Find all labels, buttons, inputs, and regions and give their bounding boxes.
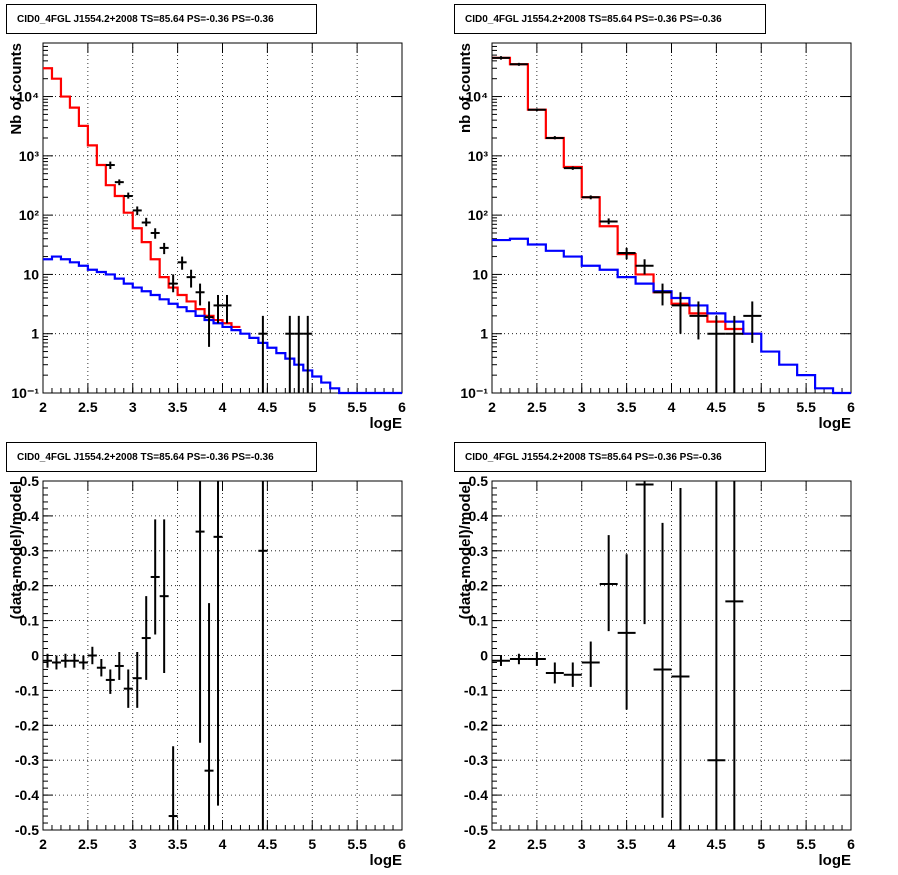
plot4-ytick-label: 0.4 bbox=[469, 508, 489, 524]
plot4-xtick-label: 5 bbox=[757, 836, 765, 852]
plot3-ytick-label: 0.3 bbox=[20, 543, 40, 559]
plot2-xtick-label: 4 bbox=[668, 399, 676, 415]
plot4-xlabel: logE bbox=[819, 852, 852, 869]
plot2-xtick-label: 3.5 bbox=[617, 399, 637, 415]
plot4-ytick-label: -0.2 bbox=[464, 717, 488, 733]
plot1-frame bbox=[42, 42, 403, 394]
plot1-xtick-label: 5.5 bbox=[347, 399, 367, 415]
plot4-ytick-label: 0.5 bbox=[469, 473, 489, 489]
plot3-ytick-label: 0.1 bbox=[20, 613, 40, 629]
plot1-ytick-label: 10⁻¹ bbox=[11, 385, 39, 401]
plot4-ylabel: (data-model)/model bbox=[457, 481, 474, 619]
plot3-xtick-label: 4.5 bbox=[258, 836, 278, 852]
plot4-ytick-label: 0.1 bbox=[469, 613, 489, 629]
plot3-xtick-label: 3.5 bbox=[168, 836, 188, 852]
plot2-ytick-label: 1 bbox=[480, 326, 488, 342]
plot1-xtick-label: 2.5 bbox=[78, 399, 98, 415]
plot4-ytick-label: -0.4 bbox=[464, 787, 488, 803]
plot1-xtick-label: 5 bbox=[308, 399, 316, 415]
plot-title-4: CID0_4FGL J1554.2+2008 TS=85.64 PS=-0.36… bbox=[454, 442, 766, 472]
plot3-ytick-label: -0.2 bbox=[15, 717, 39, 733]
plot3-xtick-label: 5 bbox=[308, 836, 316, 852]
plot4-xtick-label: 2.5 bbox=[527, 836, 547, 852]
plot2-xlabel: logE bbox=[819, 415, 852, 432]
plot1-ytick-label: 10² bbox=[19, 207, 40, 223]
plot3-ytick-label: 0.2 bbox=[20, 578, 40, 594]
plot2-ytick-label: 10² bbox=[468, 207, 489, 223]
plot2-ytick-label: 10⁻¹ bbox=[460, 385, 488, 401]
plot2-xtick-label: 5.5 bbox=[796, 399, 816, 415]
plot2-xtick-label: 2 bbox=[488, 399, 496, 415]
plot3-ytick-label: -0.4 bbox=[15, 787, 39, 803]
plot4-ytick-label: -0.5 bbox=[464, 822, 488, 838]
plot3-ytick-label: 0.4 bbox=[20, 508, 40, 524]
plot2-ylabel: nb of counts bbox=[457, 43, 474, 133]
plot1-ytick-label: 10 bbox=[23, 266, 39, 282]
plot3-ytick-label: 0.5 bbox=[20, 473, 40, 489]
plot3-xtick-label: 2 bbox=[39, 836, 47, 852]
plot4-ytick-label: 0.3 bbox=[469, 543, 489, 559]
plot-title-1: CID0_4FGL J1554.2+2008 TS=85.64 PS=-0.36… bbox=[6, 4, 317, 34]
plot3-ytick-label: -0.1 bbox=[15, 682, 39, 698]
plot4-frame bbox=[491, 480, 852, 831]
plot4-xtick-label: 3 bbox=[578, 836, 586, 852]
plot1-xtick-label: 2 bbox=[39, 399, 47, 415]
plot1-xtick-label: 3.5 bbox=[168, 399, 188, 415]
plot2-xtick-label: 5 bbox=[757, 399, 765, 415]
plot3-ytick-label: 0 bbox=[31, 648, 39, 664]
plot3-xlabel: logE bbox=[370, 852, 403, 869]
plot3-xtick-label: 2.5 bbox=[78, 836, 98, 852]
plot3-ytick-label: -0.3 bbox=[15, 752, 39, 768]
plot4-xtick-label: 5.5 bbox=[796, 836, 816, 852]
plot1-ytick-label: 10⁴ bbox=[17, 89, 40, 105]
plot-title-3: CID0_4FGL J1554.2+2008 TS=85.64 PS=-0.36… bbox=[6, 442, 317, 472]
plot1-xtick-label: 6 bbox=[398, 399, 406, 415]
plot4-xtick-label: 3.5 bbox=[617, 836, 637, 852]
plot2-ytick-label: 10 bbox=[472, 266, 488, 282]
plot2-frame bbox=[491, 42, 852, 394]
plot3-xtick-label: 5.5 bbox=[347, 836, 367, 852]
plot3-ylabel: (data-model)/model bbox=[8, 481, 25, 619]
plot1-xtick-label: 4.5 bbox=[258, 399, 278, 415]
plot4-xtick-label: 4 bbox=[668, 836, 676, 852]
plot4-ytick-label: -0.3 bbox=[464, 752, 488, 768]
plot2-xtick-label: 6 bbox=[847, 399, 855, 415]
plot3-xtick-label: 3 bbox=[129, 836, 137, 852]
plot4-xtick-label: 2 bbox=[488, 836, 496, 852]
plot-title-2: CID0_4FGL J1554.2+2008 TS=85.64 PS=-0.36… bbox=[454, 4, 766, 34]
plot1-ylabel: Nb of counts bbox=[8, 43, 25, 135]
plot2-xtick-label: 2.5 bbox=[527, 399, 547, 415]
plot3-xtick-label: 4 bbox=[219, 836, 227, 852]
plot1-xtick-label: 3 bbox=[129, 399, 137, 415]
plot1-series-1-line bbox=[43, 67, 241, 329]
plot2-series-2-line bbox=[492, 237, 851, 395]
plot2-xtick-label: 4.5 bbox=[707, 399, 727, 415]
plot1-ytick-label: 10³ bbox=[19, 148, 40, 164]
plot2-xtick-label: 3 bbox=[578, 399, 586, 415]
plot2-ytick-label: 10⁴ bbox=[466, 89, 489, 105]
plot1-xlabel: logE bbox=[370, 415, 403, 432]
plot4-xtick-label: 6 bbox=[847, 836, 855, 852]
plot4-xtick-label: 4.5 bbox=[707, 836, 727, 852]
plot3-ytick-label: -0.5 bbox=[15, 822, 39, 838]
plot3-xtick-label: 6 bbox=[398, 836, 406, 852]
plot1-ytick-label: 1 bbox=[31, 326, 39, 342]
plot4-ytick-label: 0.2 bbox=[469, 578, 489, 594]
plot4-ytick-label: 0 bbox=[480, 648, 488, 664]
plot1-xtick-label: 4 bbox=[219, 399, 227, 415]
plot2-ytick-label: 10³ bbox=[468, 148, 489, 164]
plot4-ytick-label: -0.1 bbox=[464, 682, 488, 698]
